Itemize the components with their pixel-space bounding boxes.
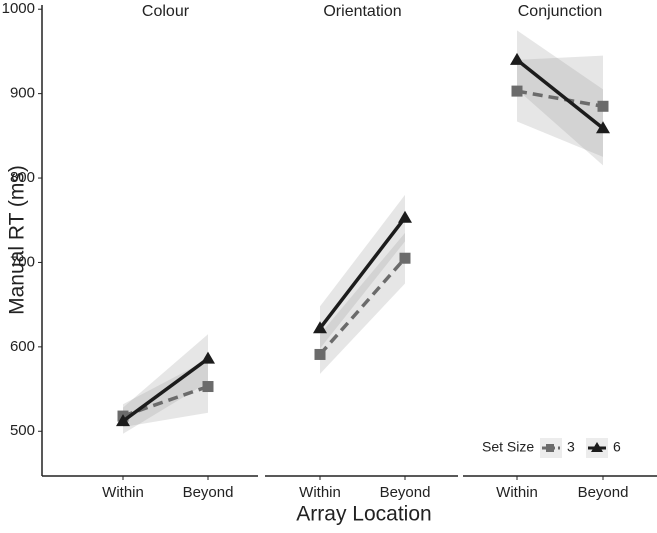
legend-label: 6 (613, 439, 621, 455)
series-line (515, 58, 605, 130)
y-tick-label: 600 (10, 338, 35, 355)
x-axis-title: Array Location (296, 503, 431, 526)
series-line (318, 257, 407, 356)
y-tick-label: 1000 (2, 0, 35, 17)
panel-title: Orientation (323, 3, 401, 20)
marker-triangle (313, 321, 327, 334)
marker-triangle (398, 210, 412, 223)
legend-label: 3 (567, 439, 575, 455)
y-tick-label: 900 (10, 85, 35, 102)
marker-triangle (510, 52, 524, 65)
x-tick-label: Beyond (578, 484, 629, 501)
x-tick-label: Beyond (183, 484, 234, 501)
marker-square (597, 100, 609, 112)
y-axis-title: Manual RT (ms) (6, 165, 29, 315)
marker-square (511, 85, 523, 97)
marker-triangle (596, 121, 610, 134)
confidence-band (517, 55, 603, 157)
y-tick-label: 700 (10, 253, 35, 270)
marker-square (202, 381, 214, 393)
confidence-band (320, 232, 405, 374)
x-tick-label: Within (496, 484, 538, 501)
x-tick-label: Within (299, 484, 341, 501)
confidence-band (517, 30, 603, 166)
y-tick-label: 500 (10, 422, 35, 439)
x-tick-label: Within (102, 484, 144, 501)
series-line (516, 89, 604, 109)
legend-key-marker (591, 442, 603, 452)
legend-key-marker (546, 444, 554, 452)
x-tick-label: Beyond (380, 484, 431, 501)
marker-square (314, 348, 326, 360)
marker-triangle (116, 414, 130, 427)
marker-square (399, 252, 411, 264)
panel-title: Colour (142, 3, 190, 20)
series-line (318, 216, 407, 330)
legend-title: Set Size (482, 439, 534, 455)
panel-title: Conjunction (518, 3, 603, 20)
y-tick-label: 800 (10, 169, 35, 186)
marker-triangle (201, 351, 215, 364)
series-line (121, 357, 210, 423)
